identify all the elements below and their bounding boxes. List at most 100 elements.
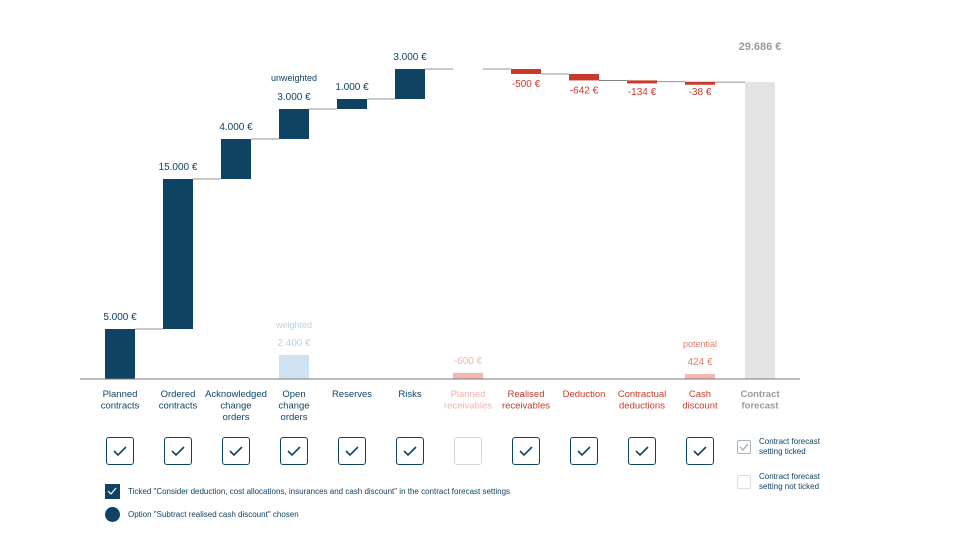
checkmark-stroke: [113, 446, 127, 457]
checkmark-icon: [229, 446, 243, 457]
value-label-realised-receivables: -500 €: [512, 79, 541, 90]
checkbox-contractual-deductions[interactable]: [628, 437, 656, 465]
value-label-contract-forecast: 29.686 €: [739, 41, 782, 53]
legend-not-ticked-line2: setting not ticked: [759, 482, 820, 491]
checkbox-acknowledged-change-orders[interactable]: [222, 437, 250, 465]
checkmark-icon: [171, 446, 185, 457]
value-label-reserves: 1.000 €: [335, 82, 369, 93]
value-label-contractual-deductions: -134 €: [628, 87, 657, 98]
bar-cash-discount: [685, 81, 715, 85]
category-label-acknowledged-change-orders-3: orders: [223, 412, 250, 423]
checkmark-stroke: [693, 446, 707, 457]
legend-not-ticked-line1: Contract forecast: [759, 472, 820, 481]
checkmark-stroke: [229, 446, 243, 457]
category-label-deduction-1: Deduction: [563, 389, 606, 400]
note-ticked-setting: Ticked "Consider deduction, cost allocat…: [105, 484, 510, 499]
checkbox-planned-receivables[interactable]: [454, 437, 482, 465]
category-label-open-change-orders-3: orders: [281, 412, 308, 423]
filled-radio-icon: [105, 507, 120, 522]
category-label-planned-contracts-1: Planned: [103, 389, 138, 400]
value-label-risks: 3.000 €: [393, 52, 427, 63]
checkmark-stroke: [635, 446, 649, 457]
bar-acknowledged-change-orders: [221, 139, 251, 179]
checkmark-icon: [403, 446, 417, 457]
category-label-risks-1: Risks: [398, 389, 421, 400]
value-label-open-change-orders: 3.000 €: [277, 92, 311, 103]
bar-reserves: [337, 99, 367, 109]
legend-checkbox-ticked: [737, 440, 751, 454]
checkbox-reserves[interactable]: [338, 437, 366, 465]
value-label-deduction: -642 €: [570, 85, 599, 96]
checkmark-stroke: [577, 446, 591, 457]
checkbox-realised-receivables[interactable]: [512, 437, 540, 465]
category-label-reserves-1: Reserves: [332, 389, 372, 400]
checkmark-icon: [113, 446, 127, 457]
category-label-open-change-orders-2: change: [278, 401, 309, 412]
alt-value-label-planned-receivables: -600 €: [454, 356, 483, 367]
note-option-chosen: Option "Subtract realised cash discount"…: [105, 507, 299, 522]
bar-deduction: [569, 74, 599, 81]
checkmark-icon: [345, 446, 359, 457]
legend-ticked-line1: Contract forecast: [759, 437, 820, 446]
legend-not-ticked: Contract forecast setting not ticked: [737, 472, 839, 492]
category-label-realised-receivables-1: Realised: [508, 389, 545, 400]
value-label-planned-contracts: 5.000 €: [103, 312, 137, 323]
bar-contract-forecast: [745, 82, 775, 379]
category-label-open-change-orders-1: Open: [282, 389, 305, 400]
category-label-contract-forecast-2: forecast: [742, 401, 780, 412]
alt-note-label-cash-discount: potential: [683, 339, 717, 349]
alt-bar-planned-receivables: [453, 373, 483, 379]
alt-value-label-cash-discount: 424 €: [687, 357, 712, 368]
checkmark-icon: [287, 446, 301, 457]
value-label-acknowledged-change-orders: 4.000 €: [219, 122, 253, 133]
filled-checkbox-icon: [105, 484, 120, 499]
note-label-open-change-orders: unweighted: [271, 73, 317, 83]
checkmark-icon: [693, 446, 707, 457]
category-label-realised-receivables-2: receivables: [502, 401, 550, 412]
checkbox-ordered-contracts[interactable]: [164, 437, 192, 465]
category-label-planned-receivables-1: Planned: [451, 389, 486, 400]
checkbox-deduction[interactable]: [570, 437, 598, 465]
checkmark-stroke: [171, 446, 185, 457]
category-label-cash-discount-2: discount: [682, 401, 718, 412]
category-label-cash-discount-1: Cash: [689, 389, 711, 400]
category-label-planned-receivables-2: receivables: [444, 401, 492, 412]
value-label-cash-discount: -38 €: [689, 87, 712, 98]
checkmark-icon: [577, 446, 591, 457]
value-label-ordered-contracts: 15.000 €: [159, 162, 198, 173]
alt-note-label-open-change-orders: weighted: [275, 320, 312, 330]
legend-checkbox-not-ticked: [737, 475, 751, 489]
checkmark-stroke: [345, 446, 359, 457]
note-ticked-setting-text: Ticked "Consider deduction, cost allocat…: [128, 487, 511, 496]
alt-value-label-open-change-orders: 2.400 €: [277, 338, 311, 349]
checkbox-open-change-orders[interactable]: [280, 437, 308, 465]
bar-realised-receivables: [511, 69, 541, 74]
category-label-contractual-deductions-1: Contractual: [618, 389, 667, 400]
checkmark-icon: [635, 446, 649, 457]
bar-ordered-contracts: [163, 179, 193, 329]
legend-ticked: Contract forecast setting ticked: [737, 437, 839, 457]
category-label-contract-forecast-1: Contract: [740, 389, 780, 400]
category-label-contractual-deductions-2: deductions: [619, 401, 665, 412]
bar-contractual-deductions: [627, 80, 657, 84]
bar-risks: [395, 69, 425, 99]
category-label-planned-contracts-2: contracts: [101, 401, 140, 412]
checkbox-risks[interactable]: [396, 437, 424, 465]
bar-planned-contracts: [105, 329, 135, 379]
category-label-acknowledged-change-orders-1: Acknowledged: [205, 389, 267, 400]
checkmark-icon: [519, 446, 533, 457]
legend-ticked-line2: setting ticked: [759, 447, 806, 456]
category-label-ordered-contracts-2: contracts: [159, 401, 198, 412]
category-label-ordered-contracts-1: Ordered: [161, 389, 196, 400]
alt-bar-open-change-orders: [279, 355, 309, 379]
bar-open-change-orders: [279, 109, 309, 139]
checkbox-cash-discount[interactable]: [686, 437, 714, 465]
checkmark-stroke: [287, 446, 301, 457]
checkbox-planned-contracts[interactable]: [106, 437, 134, 465]
checkmark-stroke: [403, 446, 417, 457]
category-label-acknowledged-change-orders-2: change: [220, 401, 251, 412]
note-option-chosen-text: Option "Subtract realised cash discount"…: [128, 510, 299, 519]
checkmark-stroke: [519, 446, 533, 457]
alt-bar-cash-discount: [685, 374, 715, 379]
